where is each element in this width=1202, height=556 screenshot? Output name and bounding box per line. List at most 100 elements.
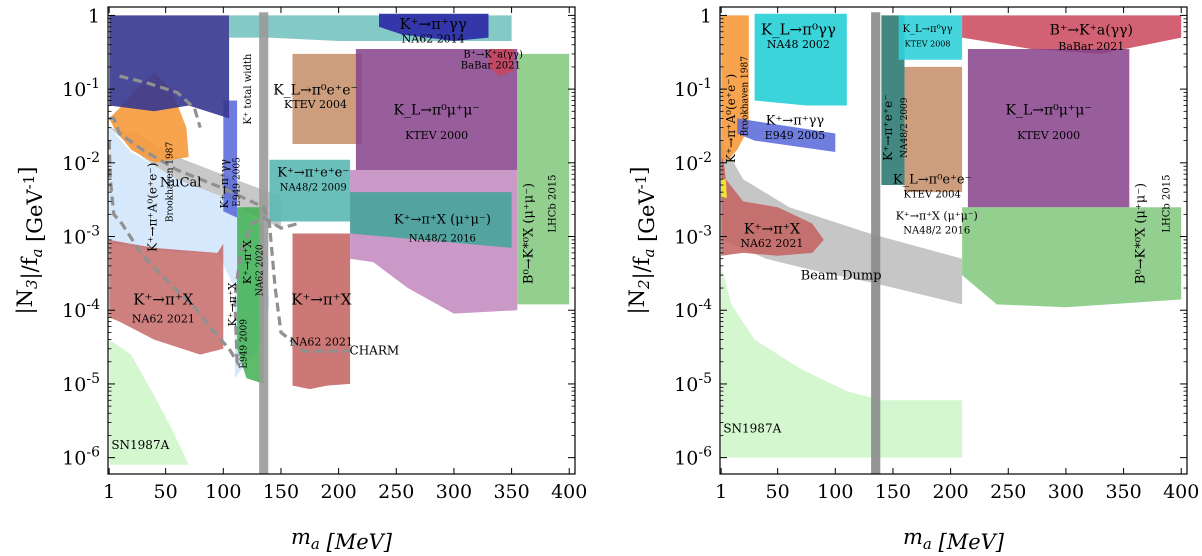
region-label: K⁺→π⁺γγ <box>218 159 231 209</box>
region-darkblue_top <box>109 15 230 119</box>
x-tick-label: 400 <box>1163 481 1199 503</box>
y-tick-label: 10-3 <box>62 224 100 249</box>
region-label: NA62 2021 <box>740 237 803 250</box>
x-tick-label: 150 <box>263 481 299 503</box>
region-kwidth <box>871 12 881 474</box>
region-label: B⁺→K⁺a(γγ) <box>463 49 523 60</box>
region-label: NA48/2 2016 <box>409 234 476 245</box>
region-label: K⁺→π⁺e⁺e⁻ <box>277 166 349 181</box>
region-lhcb <box>517 53 570 305</box>
region-label: Brookhaven 1987 <box>741 56 751 137</box>
y-tick-label: 10-4 <box>62 297 100 322</box>
region-label: K_L→π⁰e⁺e⁻ <box>273 82 358 98</box>
region-label: B⁺→K⁺a(γγ) <box>1050 23 1133 39</box>
x-tick-label: 250 <box>990 481 1026 503</box>
region-label: LHCb 2015 <box>1162 175 1173 233</box>
region-label: K⁺→π⁺X <box>133 290 193 308</box>
y-tick-label: 10-6 <box>674 445 712 470</box>
region-na48_2002 <box>754 13 847 106</box>
region-label: NA62 2021 <box>132 313 195 326</box>
x-tick-label: 250 <box>378 481 414 503</box>
x-tick-label: 1 <box>103 481 115 503</box>
dashed-bound-1 <box>109 116 351 353</box>
region-sn <box>109 339 189 465</box>
dashed-bound-0 <box>108 140 299 368</box>
region-na62_2021 <box>721 140 824 256</box>
region-kwidth <box>259 12 269 474</box>
region-ktev2000 <box>355 49 518 170</box>
region-label: Brookhaven 1987 <box>166 142 176 223</box>
region-label: NA48 2002 <box>767 38 830 51</box>
y-tick-label: 1 <box>88 5 100 27</box>
region-label: NA62 2020 <box>256 244 266 296</box>
y-tick-label: 10-1 <box>62 76 100 101</box>
region-label: BaBar 2021 <box>461 61 521 72</box>
region-label: NuCal <box>160 175 202 190</box>
region-label: K_L→π⁰μ⁺μ⁻ <box>1005 103 1091 119</box>
dashed-bound-2 <box>119 74 202 129</box>
x-axis-label: ma [MeV] <box>291 525 393 554</box>
region-label: K⁺→π⁺e⁺e⁻ <box>881 94 895 160</box>
region-label: NA48/2 2009 <box>900 97 910 158</box>
y-tick-label: 10-1 <box>674 76 712 101</box>
region-label: K⁺→π⁺X <box>241 240 254 284</box>
region-label: B⁰→K*⁰X (μ⁺μ⁻) <box>521 183 536 284</box>
plot-frame <box>107 6 576 475</box>
x-tick-label: 300 <box>1048 481 1084 503</box>
region-na62_2020 <box>237 207 264 384</box>
region-ktev2004 <box>904 66 963 193</box>
region-label: K_L→π⁰γγ <box>761 21 836 39</box>
region-na62_2021 <box>109 239 224 355</box>
y-tick-label: 10-2 <box>674 150 712 175</box>
region-na62_2021b <box>292 233 351 390</box>
y-tick-label: 10-5 <box>674 371 712 396</box>
region-ktev2000 <box>967 49 1130 208</box>
region-label: NA48/2 2009 <box>280 183 347 194</box>
region-label: E949 2005 <box>232 157 242 207</box>
region-label: K⁺→π⁺X <box>291 290 351 308</box>
region-yellow <box>721 179 727 199</box>
plot-frame <box>719 6 1188 475</box>
region-label: K⁺→π⁺A⁰(e⁺e⁻) <box>145 163 159 252</box>
region-label: K⁺→π⁺X <box>744 221 800 237</box>
region-label: B⁰→K*⁰X (μ⁺μ⁻) <box>1133 183 1148 284</box>
region-label: K⁺→π⁺X (μ⁺μ⁻) <box>394 213 491 228</box>
y-tick-label: 10-6 <box>62 445 100 470</box>
x-tick-label: 150 <box>875 481 911 503</box>
region-label: K⁺→π⁺X <box>226 282 239 326</box>
y-axis-label: |N2|/fa [GeV-1] <box>625 167 659 315</box>
region-beamdump <box>721 140 963 305</box>
x-tick-label: 200 <box>932 481 968 503</box>
region-label: E949 2005 <box>765 129 826 142</box>
region-label: NA62 2021 <box>290 336 353 349</box>
y-axis-label: |N3|/fa [GeV-1] <box>13 167 47 315</box>
region-label: K⁺→π⁺X (μ⁺μ⁻) <box>896 210 978 223</box>
y-tick-label: 10-5 <box>62 371 100 396</box>
region-label: SN1987A <box>111 438 169 452</box>
region-label: Beam Dump <box>801 269 882 284</box>
region-label: E949 2009 <box>239 319 249 369</box>
x-axis-label: ma [MeV] <box>903 525 1005 554</box>
y-tick-label: 10-4 <box>674 297 712 322</box>
region-na48_2009 <box>269 159 351 222</box>
x-tick-label: 350 <box>1105 481 1141 503</box>
x-tick-label: 100 <box>205 481 241 503</box>
x-tick-label: 200 <box>320 481 356 503</box>
y-tick-label: 1 <box>700 5 712 27</box>
x-tick-label: 100 <box>817 481 853 503</box>
region-label: SN1987A <box>723 421 781 435</box>
x-tick-label: 1 <box>715 481 727 503</box>
region-label: K_L→π⁰γγ <box>903 24 953 35</box>
region-label: K⁺→π⁺γγ <box>399 15 466 33</box>
region-label: KTEV 2004 <box>284 98 347 111</box>
region-label: K⁺ total width <box>243 53 254 125</box>
x-tick-label: 300 <box>436 481 472 503</box>
region-label: K_L→π⁰e⁺e⁻ <box>893 173 972 188</box>
region-label: NA62 2014 <box>402 32 465 45</box>
region-ktev2004 <box>292 53 362 144</box>
